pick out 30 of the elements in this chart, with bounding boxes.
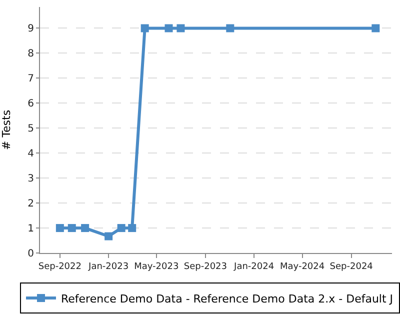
y-tick-label: 8 (28, 48, 34, 60)
y-tick-label: 2 (28, 198, 34, 210)
point (164, 24, 173, 32)
y-tick-label: 4 (28, 148, 34, 160)
y-tick-label: 5 (28, 124, 34, 135)
point (81, 224, 90, 232)
y-tick-label: 3 (28, 174, 34, 185)
x-tick-label: Jan-2023 (88, 262, 129, 272)
x-tick-label: May-2023 (134, 262, 179, 272)
y-axis-title: # Tests (0, 110, 13, 150)
x-tick-label: Sep-2023 (184, 262, 228, 272)
point (56, 224, 64, 232)
x-tick-label: Jan-2024 (233, 262, 274, 272)
point (226, 24, 234, 32)
point (117, 224, 126, 232)
point (372, 24, 380, 32)
point (176, 24, 185, 32)
x-tick-label: May-2024 (280, 262, 325, 272)
y-tick-label: 7 (28, 74, 34, 85)
point (68, 224, 76, 232)
point (104, 232, 113, 240)
point (140, 24, 149, 32)
point (128, 224, 136, 232)
legend-label: Reference Demo Data - Reference Demo Data 2.x - Default J (61, 292, 394, 306)
y-tick-label: 1 (28, 224, 34, 235)
x-tick-label: Sep-2022 (38, 262, 82, 272)
x-tick-label: Sep-2024 (330, 262, 374, 272)
y-tick-label: 6 (28, 98, 34, 110)
y-tick-label: 0 (28, 248, 34, 260)
y-tick-label: 9 (28, 24, 34, 35)
